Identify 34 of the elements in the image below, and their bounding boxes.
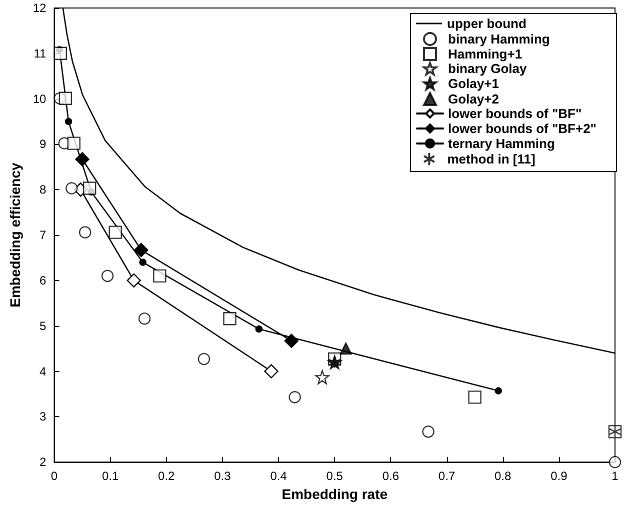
legend-label: method in [11] [447,152,536,166]
legend-label: ternary Hamming [448,136,555,151]
legend-label: lower bounds of "BF" [448,106,582,121]
y-axis-title: Embedding efficiency [7,162,23,308]
x-axis-title: Embedding rate [282,486,388,502]
legend-label: Golay+1 [448,76,499,92]
x-tick-label: 0.3 [214,469,232,484]
x-tick-label: 0.9 [550,469,568,484]
x-tick-label: 0.6 [382,469,400,484]
y-tick-label: 12 [32,1,47,15]
legend-label: binary Golay [448,61,528,76]
legend-label: binary Hamming [448,32,550,46]
x-tick-label: 0.8 [494,469,512,484]
y-tick-label: 10 [32,92,47,106]
y-tick-label: 7 [40,228,47,242]
y-tick-label: 11 [34,46,47,60]
x-tick-label: 0.7 [438,469,456,484]
x-tick-label: 0.2 [158,469,176,484]
x-tick-label: 0.4 [270,469,288,484]
legend-label: Golay+2 [448,92,499,106]
x-tick-label: 0 [50,469,58,484]
y-tick-label: 4 [40,364,47,378]
legend-label: lower bounds of "BF+2" [448,121,596,136]
legend-label: upper bound [447,16,526,31]
y-tick-label: 5 [40,318,47,333]
y-tick-label: 2 [40,455,47,470]
x-tick-label: 1 [612,469,619,484]
y-tick-label: 8 [40,182,47,197]
legend-label: Hamming+1 [448,46,522,62]
y-tick-label: 3 [40,410,47,424]
x-tick-label: 0.5 [326,469,344,484]
y-tick-label: 6 [40,273,47,288]
y-tick-label: 9 [40,137,47,152]
x-tick-label: 0.1 [102,469,119,484]
